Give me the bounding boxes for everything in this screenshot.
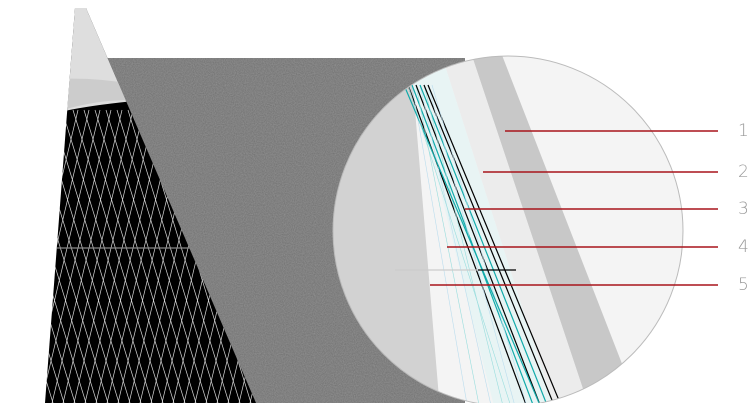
seam	[45, 109, 120, 403]
seam	[45, 109, 65, 403]
seam	[0, 110, 12, 403]
seam	[45, 109, 46, 403]
callout-label: 5	[738, 275, 749, 295]
callout-label: 1	[738, 121, 749, 141]
seam	[61, 109, 153, 403]
seam	[0, 110, 9, 403]
seam	[45, 109, 109, 403]
callout-label: 3	[738, 199, 749, 219]
callout-label: 4	[738, 237, 749, 257]
seam	[0, 110, 31, 403]
seam	[0, 110, 34, 403]
seam	[0, 110, 23, 403]
seam	[45, 109, 76, 403]
callout-label: 2	[738, 162, 749, 182]
magnifier-rim	[332, 55, 684, 403]
seam	[83, 109, 175, 403]
seam	[72, 109, 164, 403]
magnifier	[333, 56, 683, 403]
seam	[50, 109, 142, 403]
seam	[127, 109, 219, 403]
seam	[45, 109, 57, 403]
seam	[0, 110, 1, 403]
seam	[411, 84, 469, 403]
seam	[116, 109, 208, 403]
seam	[0, 110, 20, 403]
seam	[0, 110, 42, 403]
seam	[45, 109, 54, 403]
seam	[105, 109, 197, 403]
seam	[45, 109, 87, 403]
seam	[94, 109, 186, 403]
